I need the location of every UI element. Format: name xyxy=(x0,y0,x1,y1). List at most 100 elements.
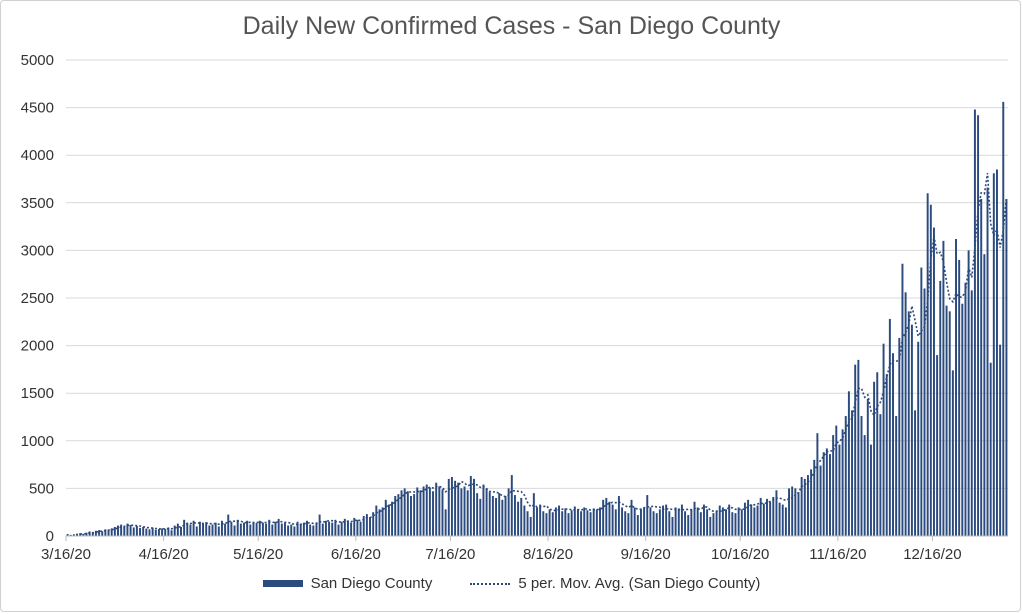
bar xyxy=(920,267,923,536)
bar xyxy=(652,511,655,536)
bar xyxy=(394,496,397,536)
bar xyxy=(117,525,119,536)
bar xyxy=(463,486,466,536)
legend: San Diego County 5 per. Mov. Avg. (San D… xyxy=(0,575,1023,592)
bar xyxy=(841,429,844,536)
legend-item-moving-average[interactable]: 5 per. Mov. Avg. (San Diego County) xyxy=(470,575,760,592)
bar xyxy=(734,513,737,536)
bar xyxy=(866,398,869,536)
y-tick-label: 4000 xyxy=(21,147,54,164)
bar xyxy=(611,504,614,536)
x-tick-label: 10/16/20 xyxy=(711,546,769,563)
bar xyxy=(280,523,283,536)
bar xyxy=(762,503,765,536)
bar xyxy=(958,259,961,536)
bar xyxy=(589,512,592,536)
bar xyxy=(529,516,532,536)
legend-item-bars[interactable]: San Diego County xyxy=(262,575,432,592)
bar xyxy=(246,520,249,536)
bar xyxy=(145,528,148,536)
bar xyxy=(450,476,453,536)
bar xyxy=(258,520,261,536)
bar xyxy=(564,508,567,536)
bar xyxy=(926,193,929,536)
bar xyxy=(113,526,116,536)
x-tick-label: 6/16/20 xyxy=(331,546,381,563)
bar xyxy=(699,512,702,536)
bar xyxy=(580,511,583,536)
bar xyxy=(365,514,368,536)
moving-average xyxy=(80,172,1008,535)
bar xyxy=(441,489,444,536)
x-axis-ticks: 3/16/20 4/16/20 5/16/20 6/16/20 7/16/20 8/16/… xyxy=(41,535,1008,563)
bar xyxy=(217,526,220,536)
bar xyxy=(702,504,705,536)
bar xyxy=(466,490,469,536)
bar xyxy=(362,516,365,536)
bar xyxy=(825,448,828,536)
bar xyxy=(750,504,753,536)
bar xyxy=(224,523,227,536)
bar xyxy=(747,499,750,536)
bar xyxy=(567,513,570,536)
bar xyxy=(731,512,734,536)
y-tick-label: 1500 xyxy=(21,385,54,402)
bar xyxy=(438,486,441,536)
bar xyxy=(684,511,687,536)
bar xyxy=(759,497,762,536)
bar xyxy=(806,475,809,536)
bar xyxy=(788,488,791,536)
bar xyxy=(293,526,296,536)
bar xyxy=(532,493,535,536)
bar xyxy=(107,529,110,536)
bar xyxy=(737,507,740,536)
x-tick-label: 4/16/20 xyxy=(139,546,189,563)
bar xyxy=(173,525,176,536)
bar xyxy=(227,514,230,536)
bar xyxy=(359,521,362,536)
bar xyxy=(725,509,728,536)
y-tick-label: 1000 xyxy=(21,433,54,450)
bar xyxy=(454,480,457,536)
bar xyxy=(425,484,428,536)
y-tick-label: 500 xyxy=(29,480,54,497)
bar xyxy=(633,507,636,536)
bar xyxy=(132,527,135,536)
bar xyxy=(517,501,520,536)
bar xyxy=(860,416,863,536)
bar xyxy=(813,459,816,536)
bar xyxy=(306,520,308,536)
bar xyxy=(576,509,579,536)
bar xyxy=(718,505,721,536)
bar xyxy=(545,513,548,536)
bar xyxy=(79,533,82,536)
bar xyxy=(838,444,841,536)
bar xyxy=(324,520,327,536)
bar xyxy=(539,504,542,536)
bar xyxy=(523,505,526,536)
bar xyxy=(986,187,989,536)
bar xyxy=(432,491,435,536)
bar xyxy=(375,505,378,536)
bar xyxy=(321,523,324,536)
legend-swatch-line xyxy=(470,582,511,585)
bar xyxy=(346,520,349,536)
bar xyxy=(312,525,315,536)
bar xyxy=(261,522,264,536)
bar xyxy=(709,516,712,536)
bar xyxy=(526,511,529,536)
bar xyxy=(945,305,948,536)
bar xyxy=(315,522,318,536)
bar xyxy=(706,509,709,536)
bar xyxy=(397,494,400,536)
bar xyxy=(328,521,331,536)
bar xyxy=(895,416,898,536)
x-tick-label: 12/16/20 xyxy=(903,546,961,563)
bar xyxy=(416,487,419,536)
bar xyxy=(239,523,242,536)
bar xyxy=(164,528,167,536)
bar xyxy=(318,514,321,536)
bar xyxy=(800,476,803,536)
bar xyxy=(951,370,954,536)
